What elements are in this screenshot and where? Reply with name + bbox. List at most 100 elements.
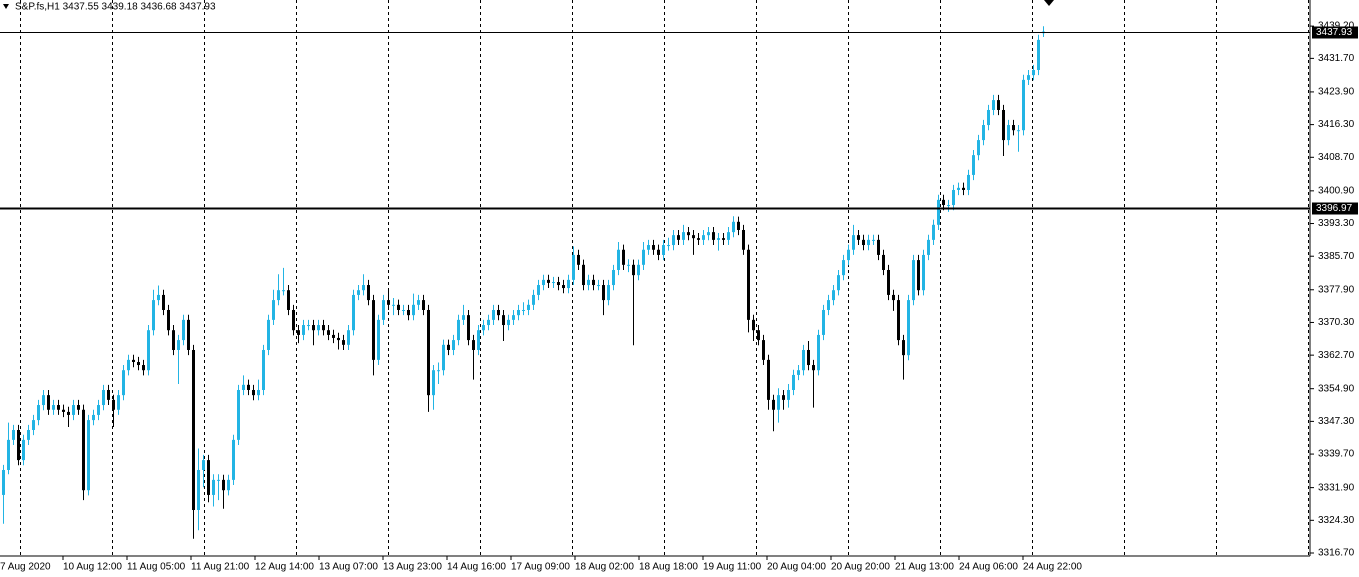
x-tick-label: 19 Aug 11:00 <box>703 562 762 573</box>
candle-body <box>932 224 935 240</box>
candle-body <box>182 319 185 341</box>
candle-body <box>622 249 625 265</box>
candle-body <box>232 439 235 480</box>
candle-body <box>102 389 105 406</box>
candle-body <box>157 294 160 301</box>
candle-body <box>22 439 25 461</box>
candle-body <box>787 389 790 400</box>
x-tick-label: 18 Aug 02:00 <box>575 562 634 573</box>
candle-body <box>657 249 660 255</box>
candle-body <box>917 260 920 291</box>
candle-body <box>147 330 150 371</box>
candle-body <box>792 374 795 390</box>
candle-body <box>247 384 250 390</box>
candle-body <box>842 260 845 276</box>
candle-body <box>127 359 130 371</box>
candle-body <box>582 264 585 286</box>
candle-body <box>192 349 195 510</box>
y-tick-label: 3377.90 <box>1318 284 1355 295</box>
candle-body <box>487 319 490 326</box>
candle-body <box>667 245 670 247</box>
candle-body <box>702 235 705 240</box>
candle-body <box>72 405 75 415</box>
y-tick-label: 3362.70 <box>1318 350 1355 361</box>
x-tick-label: 24 Aug 22:00 <box>1023 562 1082 573</box>
y-tick-label: 3385.70 <box>1318 251 1355 262</box>
candle-body <box>167 309 170 331</box>
candle-body <box>172 330 175 350</box>
candle-body <box>827 300 830 310</box>
candle-body <box>547 279 550 283</box>
candle-body <box>512 315 515 320</box>
candle-body <box>937 199 940 225</box>
candle-body <box>707 232 710 236</box>
candle-body <box>982 125 985 141</box>
candle-body <box>217 479 220 481</box>
x-tick-label: 11 Aug 05:00 <box>127 562 186 573</box>
candle-body <box>887 269 890 295</box>
x-tick-label: 18 Aug 18:00 <box>639 562 698 573</box>
y-tick-label: 3439.20 <box>1318 21 1355 32</box>
candle-body <box>117 395 120 410</box>
candle-body <box>417 300 420 305</box>
candle-body <box>402 309 405 311</box>
candle-body <box>482 325 485 331</box>
candle-body <box>387 300 390 305</box>
y-tick-label: 3354.90 <box>1318 383 1355 394</box>
collapse-arrow[interactable] <box>3 4 9 9</box>
y-tick-label: 3393.30 <box>1318 218 1355 229</box>
candle-body <box>562 285 565 289</box>
candle-body <box>97 405 100 415</box>
candle-body <box>337 337 340 341</box>
candle-body <box>377 319 380 360</box>
candle-body <box>412 304 415 316</box>
candle-body <box>437 370 440 372</box>
candle-body <box>517 309 520 316</box>
candle-body <box>267 319 270 350</box>
candle-body <box>1027 75 1030 80</box>
candle-body <box>592 279 595 286</box>
y-tick-label: 3339.70 <box>1318 449 1355 460</box>
candle-body <box>252 389 255 396</box>
candle-body <box>882 254 885 270</box>
candle-body <box>357 290 360 295</box>
candle-body <box>37 405 40 421</box>
candle-body <box>282 290 285 292</box>
x-tick-label: 20 Aug 20:00 <box>831 562 890 573</box>
candle-body <box>697 238 700 240</box>
time-grid <box>20 0 1309 556</box>
candle-body <box>602 285 605 301</box>
candle-body <box>477 330 480 350</box>
candle-body <box>362 285 365 291</box>
candle-body <box>502 315 505 326</box>
candle-body <box>712 232 715 240</box>
candle-body <box>752 319 755 331</box>
candle-body <box>832 290 835 301</box>
candle-body <box>112 399 115 410</box>
candle-body <box>972 155 975 175</box>
candle-body <box>447 344 450 350</box>
x-tick-label: 17 Aug 09:00 <box>511 562 570 573</box>
candle-body <box>987 109 990 126</box>
candle-body <box>152 300 155 331</box>
candle-body <box>202 460 205 470</box>
candle-body <box>457 319 460 341</box>
candle-body <box>877 239 880 255</box>
candle-body <box>692 235 695 239</box>
y-tick-label: 3331.90 <box>1318 482 1355 493</box>
candle-body <box>442 344 445 371</box>
candle-body <box>392 304 395 306</box>
candle-body <box>222 479 225 491</box>
candle-body <box>382 300 385 320</box>
candle-body <box>187 319 190 350</box>
candle-body <box>552 282 555 284</box>
y-tick-label: 3347.30 <box>1318 416 1355 427</box>
candle-body <box>397 304 400 310</box>
candle-body <box>717 238 720 240</box>
candle-body <box>462 315 465 320</box>
price-marker <box>1044 0 1054 6</box>
candle-body <box>867 239 870 246</box>
y-tick-label: 3316.70 <box>1318 548 1355 559</box>
candle-body <box>292 309 295 331</box>
candle-body <box>312 325 315 331</box>
